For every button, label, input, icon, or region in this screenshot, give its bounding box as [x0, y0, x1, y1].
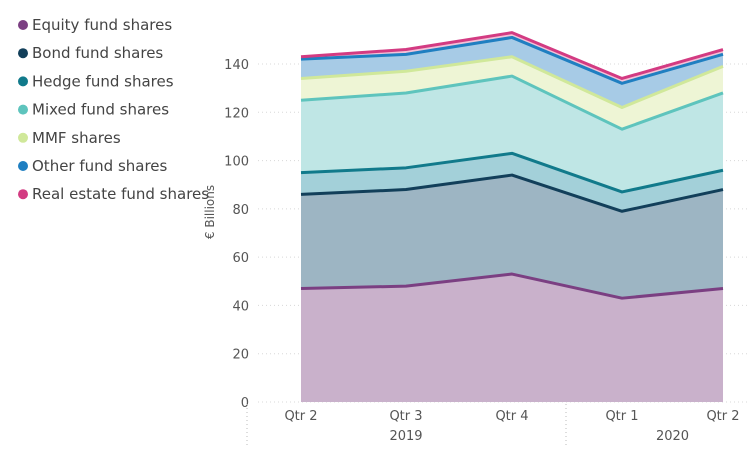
line-other-fund-shares [300, 35, 724, 85]
legend-marker [18, 161, 28, 171]
x-tick-label: Qtr 2 [706, 409, 739, 424]
x-group-label: 2020 [656, 429, 689, 444]
legend-marker [18, 20, 28, 30]
legend-label: Equity fund shares [32, 16, 172, 34]
legend: Equity fund shares Bond fund shares Hedge … [18, 16, 209, 203]
y-tick-label: 40 [232, 299, 249, 314]
y-tick-label: 80 [232, 203, 249, 218]
legend-item[interactable]: Real estate fund shares [18, 185, 209, 203]
area-mmf-shares [301, 56, 723, 130]
x-axis-ticks: Qtr 2 Qtr 3 Qtr 4 Qtr 1 Qtr 2 2019 2020 [246, 404, 740, 446]
legend-item[interactable]: Mixed fund shares [18, 101, 169, 119]
legend-item[interactable]: Equity fund shares [18, 16, 172, 34]
area-bond-fund-shares [301, 175, 723, 299]
legend-item[interactable]: Other fund shares [18, 157, 168, 175]
x-tick-label: Qtr 1 [605, 409, 638, 424]
y-tick-label: 0 [241, 396, 249, 411]
legend-marker [18, 132, 28, 143]
x-tick-label: Qtr 2 [284, 409, 317, 424]
y-tick-label: 20 [232, 348, 249, 363]
area-mixed-fund-shares [301, 76, 723, 192]
line-equity-fund-shares [300, 272, 724, 300]
line-mixed-fund-shares [300, 74, 724, 131]
line-mmf-shares [300, 55, 724, 109]
legend-item[interactable]: Bond fund shares [18, 44, 163, 62]
legend-label: Real estate fund shares [32, 185, 209, 203]
line-bond-fund-shares [300, 173, 724, 213]
legend-label: Mixed fund shares [32, 101, 169, 119]
line-hedge-fund-shares [300, 151, 724, 194]
series-lines [300, 31, 724, 300]
legend-item[interactable]: Hedge fund shares [18, 72, 174, 90]
legend-marker [18, 189, 28, 200]
legend-label: Hedge fund shares [32, 72, 174, 90]
legend-label: MMF shares [32, 129, 121, 147]
y-axis-ticks: 0 20 40 60 80 100 120 140 [224, 58, 249, 411]
series-areas [301, 32, 723, 402]
y-tick-label: 60 [232, 251, 249, 266]
y-tick-label: 120 [224, 106, 249, 121]
area-equity-fund-shares [301, 274, 723, 402]
legend-item[interactable]: MMF shares [18, 129, 121, 147]
legend-marker [18, 76, 28, 87]
legend-marker [18, 104, 28, 115]
legend-label: Bond fund shares [32, 44, 163, 62]
y-axis-title: € Billions [203, 185, 217, 239]
y-tick-label: 140 [224, 58, 249, 73]
legend-label: Other fund shares [32, 157, 168, 175]
y-tick-label: 100 [224, 155, 249, 170]
x-tick-label: Qtr 3 [389, 409, 422, 424]
x-tick-label: Qtr 4 [495, 409, 528, 424]
legend-marker [18, 48, 28, 59]
line-real-estate-fund-shares [300, 31, 724, 80]
x-group-label: 2019 [389, 429, 422, 444]
